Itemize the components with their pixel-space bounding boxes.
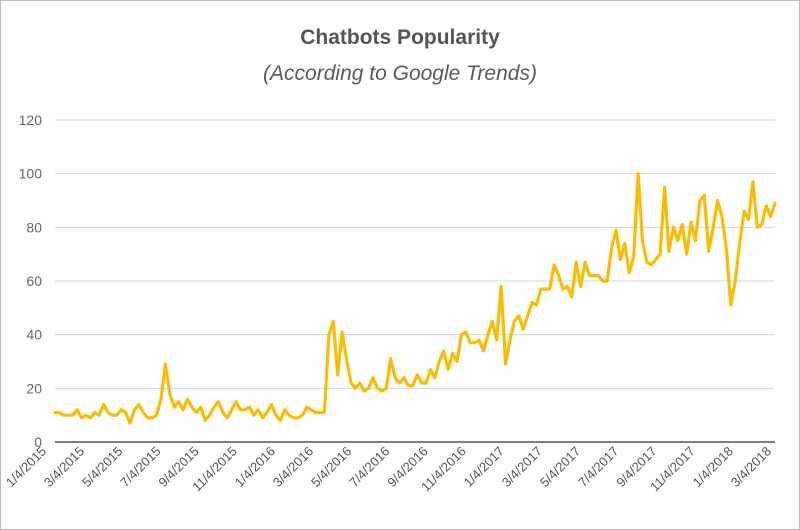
x-tick-label: 7/4/2015 (117, 444, 163, 490)
chart-title: Chatbots Popularity (300, 26, 500, 49)
chart-subtitle: (According to Google Trends) (263, 62, 537, 85)
x-tick-label: 7/4/2017 (575, 444, 621, 490)
x-tick-label: 1/4/2018 (690, 444, 736, 490)
x-tick-label: 3/4/2017 (499, 444, 545, 490)
y-tick-label: 60 (26, 273, 42, 289)
x-tick-label: 3/4/2018 (728, 444, 774, 490)
x-tick-label: 7/4/2016 (346, 444, 392, 490)
x-tick-label: 5/4/2016 (308, 444, 354, 490)
y-tick-label: 0 (34, 434, 42, 450)
x-tick-label: 3/4/2016 (270, 444, 316, 490)
y-tick-label: 100 (19, 166, 43, 182)
series-line (53, 172, 777, 425)
x-tick-label: 1/4/2016 (232, 444, 278, 490)
series-group (53, 172, 777, 425)
x-tick-label: 1/4/2017 (461, 444, 507, 490)
x-tick-label: 5/4/2015 (79, 444, 125, 490)
y-tick-label: 80 (26, 219, 42, 235)
y-tick-label: 40 (26, 327, 42, 343)
x-tick-label: 3/4/2015 (41, 444, 87, 490)
x-tick-label: 1/4/2015 (3, 444, 49, 490)
y-tick-label: 120 (19, 112, 43, 128)
y-tick-label: 20 (26, 380, 42, 396)
x-axis-ticks: 1/4/20153/4/20155/4/20157/4/20159/4/2015… (3, 444, 774, 495)
y-axis-ticks: 0 20 40 60 80 100 120 (19, 112, 43, 450)
gridlines (55, 119, 775, 443)
x-tick-label: 5/4/2017 (537, 444, 583, 490)
